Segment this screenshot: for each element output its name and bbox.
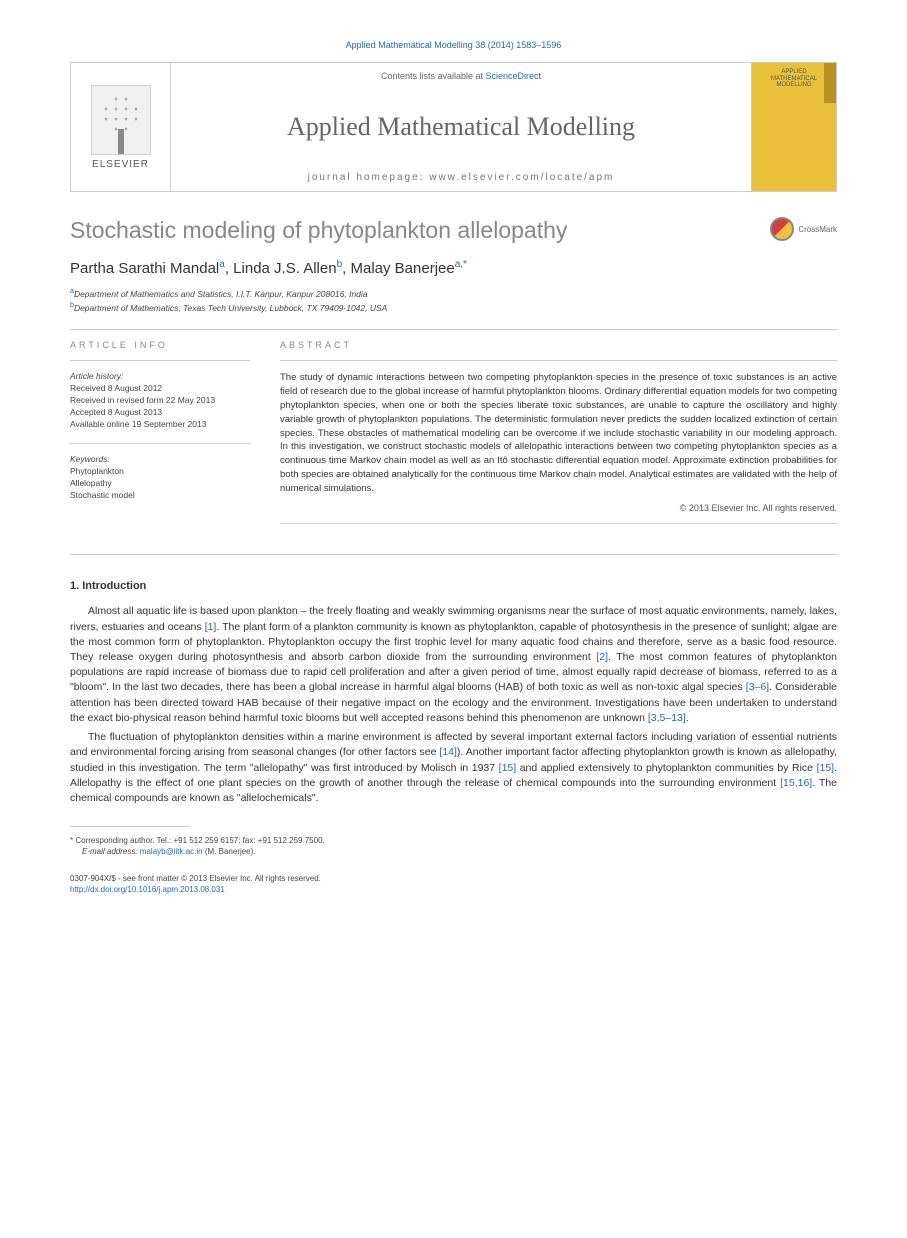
journal-homepage: journal homepage: www.elsevier.com/locat…	[308, 172, 615, 183]
contents-prefix: Contents lists available at	[381, 71, 486, 81]
ref-15-16[interactable]: [15,16]	[780, 777, 812, 789]
intro-p1: Almost all aquatic life is based upon pl…	[70, 604, 837, 726]
abstract-label: ABSTRACT	[280, 340, 837, 350]
online-date: Available online 19 September 2013	[70, 419, 250, 431]
ref-15b[interactable]: [15]	[817, 762, 835, 774]
ref-1[interactable]: [1]	[205, 621, 217, 633]
ref-2[interactable]: [2]	[596, 651, 608, 663]
author-2[interactable]: Linda J.S. Allen	[233, 260, 336, 277]
issn-line: 0307-904X/$ - see front matter © 2013 El…	[70, 873, 837, 884]
history-label: Article history:	[70, 371, 250, 383]
author-3-sup: a,	[455, 259, 463, 270]
intro-body: Almost all aquatic life is based upon pl…	[70, 604, 837, 806]
ref-14[interactable]: [14]	[439, 746, 457, 758]
corresponding-footnote: * Corresponding author. Tel.: +91 512 25…	[70, 835, 837, 857]
contents-available: Contents lists available at ScienceDirec…	[381, 71, 541, 81]
elsevier-tree-icon	[91, 85, 151, 155]
footnote-separator	[70, 826, 190, 827]
abstract-col: ABSTRACT The study of dynamic interactio…	[280, 340, 837, 534]
affiliations: aDepartment of Mathematics and Statistic…	[70, 287, 837, 314]
section-1-head: 1. Introduction	[70, 580, 837, 592]
affiliation-a: Department of Mathematics and Statistics…	[74, 289, 368, 299]
keywords-block: Keywords: Phytoplankton Allelopathy Stoc…	[70, 454, 250, 502]
article-history: Article history: Received 8 August 2012 …	[70, 371, 250, 430]
crossmark-icon	[770, 217, 794, 241]
publication-footer: 0307-904X/$ - see front matter © 2013 El…	[70, 873, 837, 895]
received-date: Received 8 August 2012	[70, 383, 250, 395]
keyword-2: Allelopathy	[70, 478, 250, 490]
elsevier-label: ELSEVIER	[92, 159, 149, 170]
doi-link[interactable]: http://dx.doi.org/10.1016/j.apm.2013.08.…	[70, 885, 225, 894]
author-2-sup: b	[337, 259, 343, 270]
ref-15a[interactable]: [15]	[499, 762, 517, 774]
ref-3-5-13[interactable]: [3,5–13]	[648, 712, 686, 724]
divider	[70, 329, 837, 330]
author-1[interactable]: Partha Sarathi Mandal	[70, 260, 219, 277]
intro-p2: The fluctuation of phytoplankton densiti…	[70, 730, 837, 806]
journal-name: Applied Mathematical Modelling	[287, 112, 635, 142]
journal-citation: Applied Mathematical Modelling 38 (2014)…	[70, 40, 837, 50]
ref-3-6[interactable]: [3–6]	[746, 681, 769, 693]
crossmark-badge[interactable]: CrossMark	[770, 217, 837, 241]
keyword-1: Phytoplankton	[70, 466, 250, 478]
cover-title: APPLIED MATHEMATICAL MODELLING	[758, 69, 830, 89]
corr-author-info: Corresponding author. Tel.: +91 512 259 …	[75, 836, 324, 845]
journal-header: ELSEVIER Contents lists available at Sci…	[70, 62, 837, 192]
elsevier-logo[interactable]: ELSEVIER	[71, 63, 171, 191]
keyword-3: Stochastic model	[70, 490, 250, 502]
crossmark-label: CrossMark	[798, 225, 837, 234]
accepted-date: Accepted 8 August 2013	[70, 407, 250, 419]
journal-cover-thumb[interactable]: APPLIED MATHEMATICAL MODELLING	[751, 63, 836, 191]
email-author-name: (M. Banerjee).	[203, 847, 256, 856]
email-label: E-mail address:	[82, 847, 140, 856]
article-info-label: ARTICLE INFO	[70, 340, 250, 350]
revised-date: Received in revised form 22 May 2013	[70, 395, 250, 407]
author-3[interactable]: Malay Banerjee	[350, 260, 454, 277]
author-1-sup: a	[219, 259, 225, 270]
article-title: Stochastic modeling of phytoplankton all…	[70, 217, 770, 244]
keywords-label: Keywords:	[70, 454, 250, 466]
header-center: Contents lists available at ScienceDirec…	[171, 63, 751, 191]
article-info-col: ARTICLE INFO Article history: Received 8…	[70, 340, 250, 534]
authors-line: Partha Sarathi Mandal a, Linda J.S. Allen…	[70, 259, 837, 277]
sciencedirect-link[interactable]: ScienceDirect	[486, 71, 542, 81]
corresponding-mark: *	[463, 259, 467, 270]
affiliation-b: Department of Mathematics, Texas Tech Un…	[74, 303, 387, 313]
copyright-line: © 2013 Elsevier Inc. All rights reserved…	[280, 503, 837, 513]
email-link[interactable]: malayb@iitk.ac.in	[140, 847, 203, 856]
abstract-text: The study of dynamic interactions betwee…	[280, 371, 837, 495]
